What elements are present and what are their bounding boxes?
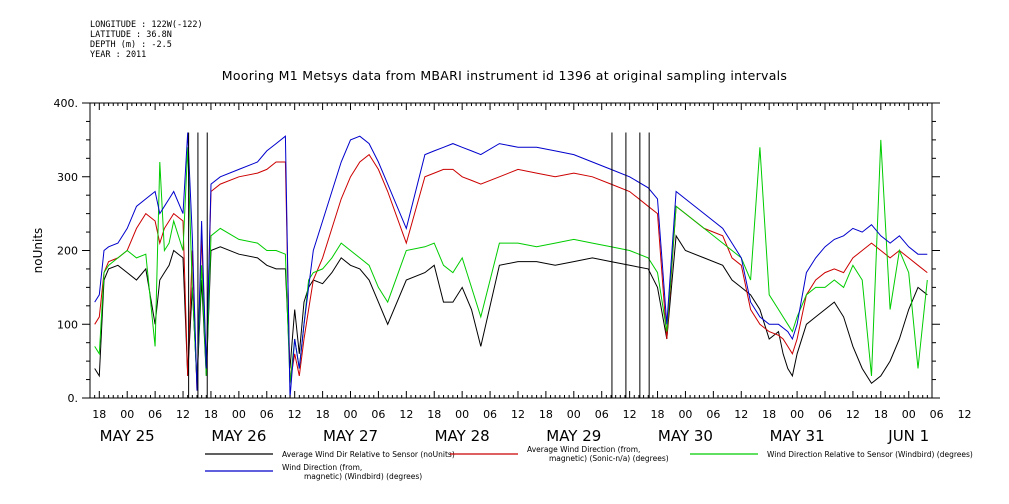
x-hour-label: 06 — [371, 408, 385, 421]
x-hour-label: 12 — [623, 408, 637, 421]
x-date-label: MAY 29 — [546, 427, 601, 445]
x-hour-label: 06 — [595, 408, 609, 421]
meta-depth: DEPTH (m) : -2.5 — [90, 40, 172, 50]
x-date-label: MAY 30 — [658, 427, 713, 445]
y-tick-label: 200 — [57, 245, 78, 258]
chart-title: Mooring M1 Metsys data from MBARI instru… — [221, 68, 788, 83]
x-hour-label: 06 — [148, 408, 162, 421]
series-line-2 — [94, 139, 928, 384]
x-hour-label: 18 — [539, 408, 553, 421]
x-hour-label: 06 — [930, 408, 944, 421]
x-date-label: MAY 26 — [211, 427, 266, 445]
meta-latitude: LATITUDE : 36.8N — [90, 30, 172, 40]
x-hour-label: 00 — [232, 408, 246, 421]
series-line-0 — [94, 234, 928, 385]
x-date-label: JUN 1 — [887, 427, 929, 445]
series-line-3 — [94, 132, 928, 399]
x-hour-label: 06 — [706, 408, 720, 421]
legend-label-3: Wind Direction (from, — [282, 463, 362, 472]
legend-label-2: Wind Direction Relative to Sensor (Windb… — [767, 450, 973, 459]
x-date-label: MAY 25 — [100, 427, 155, 445]
x-hour-label: 18 — [316, 408, 330, 421]
plot-series — [94, 132, 928, 399]
legend: Average Wind Dir Relative to Sensor (noU… — [205, 445, 973, 481]
y-tick-label: 300 — [57, 171, 78, 184]
x-hour-label: 18 — [204, 408, 218, 421]
metadata-block: LONGITUDE : 122W(-122) LATITUDE : 36.8N … — [90, 20, 203, 60]
x-hour-label: 12 — [288, 408, 302, 421]
x-hour-label: 12 — [511, 408, 525, 421]
x-date-label: MAY 31 — [770, 427, 825, 445]
legend-label-0: Average Wind Dir Relative to Sensor (noU… — [282, 450, 455, 459]
x-hour-label: 18 — [92, 408, 106, 421]
y-tick-label: 0. — [68, 392, 79, 405]
x-hour-label: 06 — [483, 408, 497, 421]
x-hour-label: 06 — [818, 408, 832, 421]
x-hour-label: 12 — [958, 408, 972, 421]
y-axis-label: noUnits — [31, 228, 45, 274]
x-hour-label: 00 — [455, 408, 469, 421]
x-hour-label: 18 — [874, 408, 888, 421]
x-hour-label: 12 — [846, 408, 860, 421]
x-hour-label: 12 — [734, 408, 748, 421]
x-hour-label: 00 — [567, 408, 581, 421]
axis-ticks — [82, 102, 940, 399]
x-hour-label: 12 — [176, 408, 190, 421]
x-hour-label: 00 — [678, 408, 692, 421]
meta-longitude: LONGITUDE : 122W(-122) — [90, 20, 203, 30]
x-hour-label: 00 — [790, 408, 804, 421]
x-hour-label: 18 — [651, 408, 665, 421]
series-line-1 — [94, 153, 928, 391]
y-axis-labels: 0. 100 200 300 400. — [54, 97, 79, 405]
x-hour-label: 18 — [762, 408, 776, 421]
x-axis-labels: 18 00 06 12 18 00 06 12 18 00 06 12 18 00 06 12 18 00 06 12… — [92, 408, 971, 445]
x-hour-label: 12 — [399, 408, 413, 421]
legend-label-3: magnetic) (Windbird) (degrees) — [304, 472, 422, 481]
legend-label-1: Average Wind Direction (from, — [527, 445, 640, 454]
x-hour-label: 00 — [902, 408, 916, 421]
plot-frame — [89, 102, 933, 399]
meta-year: YEAR : 2011 — [90, 50, 147, 60]
y-tick-label: 100 — [57, 318, 78, 331]
x-hour-label: 18 — [427, 408, 441, 421]
x-hour-label: 00 — [344, 408, 358, 421]
x-date-label: MAY 28 — [435, 427, 490, 445]
legend-label-1: magnetic) (Sonic-n/a) (degrees) — [549, 454, 669, 463]
x-hour-label: 06 — [260, 408, 274, 421]
x-hour-label: 00 — [120, 408, 134, 421]
x-date-label: MAY 27 — [323, 427, 378, 445]
y-tick-label: 400. — [54, 97, 79, 110]
